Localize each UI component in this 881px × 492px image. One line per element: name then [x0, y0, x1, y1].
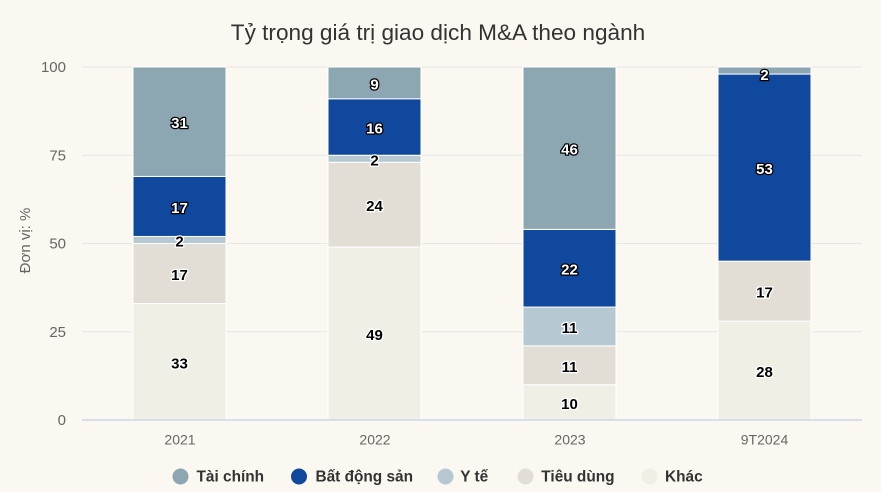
svg-text:Tiêu dùng: Tiêu dùng: [541, 469, 614, 486]
svg-text:46: 46: [561, 142, 578, 159]
svg-text:2: 2: [175, 233, 183, 250]
svg-text:16: 16: [366, 121, 383, 138]
svg-text:50: 50: [49, 236, 66, 253]
svg-text:53: 53: [756, 161, 773, 178]
svg-text:9: 9: [370, 76, 378, 93]
svg-text:11: 11: [562, 359, 578, 376]
svg-text:2022: 2022: [359, 432, 390, 448]
svg-text:25: 25: [49, 324, 66, 341]
svg-text:2: 2: [370, 152, 378, 169]
svg-text:Y tế: Y tế: [460, 469, 488, 486]
svg-text:22: 22: [561, 262, 578, 279]
svg-text:0: 0: [58, 412, 66, 429]
svg-text:2021: 2021: [164, 432, 195, 448]
svg-text:Tỷ trọng giá trị giao dịch M&A: Tỷ trọng giá trị giao dịch M&A theo ngàn…: [231, 20, 645, 45]
svg-text:2: 2: [760, 67, 768, 84]
svg-text:100: 100: [41, 59, 66, 76]
svg-text:Bất động sản: Bất động sản: [316, 469, 413, 486]
svg-text:Đơn vị: %: Đơn vị: %: [17, 208, 34, 274]
svg-text:17: 17: [171, 267, 188, 284]
svg-text:28: 28: [756, 364, 773, 381]
svg-text:49: 49: [366, 327, 383, 344]
svg-text:Tài chính: Tài chính: [197, 469, 265, 486]
svg-text:75: 75: [49, 147, 66, 164]
svg-text:17: 17: [171, 200, 188, 217]
svg-text:10: 10: [561, 396, 578, 413]
svg-text:2023: 2023: [554, 432, 585, 448]
svg-text:11: 11: [562, 320, 578, 337]
svg-text:31: 31: [171, 115, 188, 132]
svg-text:33: 33: [171, 355, 188, 372]
svg-text:24: 24: [366, 198, 383, 215]
svg-text:9T2024: 9T2024: [741, 432, 789, 448]
svg-text:17: 17: [756, 285, 773, 302]
svg-text:Khác: Khác: [665, 469, 703, 486]
